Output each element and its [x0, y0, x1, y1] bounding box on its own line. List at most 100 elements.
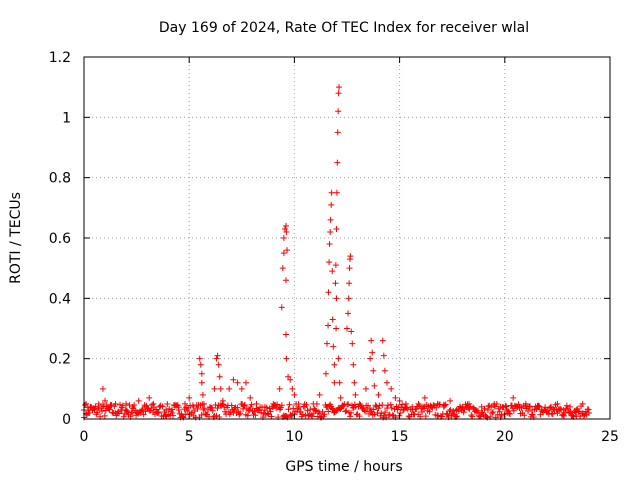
- data-point: [560, 406, 567, 413]
- data-point: [491, 400, 498, 407]
- baseline-point: [435, 412, 442, 419]
- baseline-point: [503, 403, 510, 410]
- data-point: [396, 397, 403, 404]
- baseline-point: [288, 412, 295, 419]
- data-point: [196, 355, 203, 362]
- baseline-point: [347, 409, 354, 416]
- data-point: [102, 397, 109, 404]
- data-point: [392, 394, 399, 401]
- data-point: [329, 316, 336, 323]
- baseline-point: [92, 403, 99, 410]
- baseline-point: [546, 404, 553, 411]
- data-point: [283, 228, 290, 235]
- baseline-point: [285, 406, 292, 413]
- data-point: [261, 403, 268, 410]
- baseline-point: [123, 407, 130, 414]
- data-point: [459, 403, 466, 410]
- data-point: [281, 225, 288, 232]
- baseline-point: [208, 404, 215, 411]
- data-point: [349, 340, 356, 347]
- baseline-band: [81, 400, 592, 421]
- data-point: [325, 322, 332, 329]
- data-point: [346, 265, 353, 272]
- data-point: [388, 385, 395, 392]
- data-point: [548, 403, 555, 410]
- data-point: [402, 400, 409, 407]
- data-point: [87, 403, 94, 410]
- grid-lines: [84, 57, 610, 419]
- baseline-point: [278, 402, 285, 409]
- data-point: [362, 385, 369, 392]
- data-point: [175, 406, 182, 413]
- x-tick-labels: 0 5 10 15 20 25: [80, 429, 619, 445]
- data-point: [301, 403, 308, 410]
- baseline-point: [316, 410, 323, 417]
- baseline-point: [548, 410, 555, 417]
- data-point: [291, 391, 298, 398]
- data-point: [331, 379, 338, 386]
- baseline-point: [214, 405, 221, 412]
- data-point: [270, 400, 277, 407]
- baseline-point: [312, 407, 319, 414]
- data-point: [238, 385, 245, 392]
- data-point: [219, 397, 226, 404]
- data-point: [186, 394, 193, 401]
- data-points: [81, 84, 592, 416]
- baseline-point: [438, 413, 445, 420]
- y-tick-label: 1.2: [49, 50, 71, 66]
- data-point: [243, 379, 250, 386]
- data-point: [198, 370, 205, 377]
- baseline-point: [490, 409, 497, 416]
- data-point: [351, 379, 358, 386]
- data-point: [345, 295, 352, 302]
- baseline-point: [376, 402, 383, 409]
- data-point: [280, 235, 287, 241]
- data-point: [91, 406, 98, 413]
- data-point: [375, 391, 382, 398]
- data-point: [346, 280, 353, 287]
- data-point: [337, 394, 344, 401]
- y-tick-label: 0: [62, 412, 71, 428]
- data-point: [200, 400, 207, 407]
- baseline-point: [450, 407, 457, 414]
- baseline-point: [159, 403, 166, 410]
- data-point: [535, 403, 542, 410]
- baseline-point: [101, 412, 108, 419]
- y-tick-label: 0.6: [49, 231, 71, 247]
- baseline-point: [140, 411, 147, 418]
- baseline-point: [137, 409, 144, 416]
- data-point: [328, 201, 335, 208]
- data-point: [334, 129, 341, 136]
- baseline-point: [455, 408, 462, 415]
- data-point: [217, 385, 224, 392]
- baseline-point: [366, 405, 373, 412]
- baseline-point: [329, 405, 336, 412]
- data-point: [421, 394, 428, 401]
- data-point: [335, 355, 342, 362]
- baseline-point: [397, 409, 404, 416]
- data-point: [333, 325, 340, 332]
- data-point: [345, 310, 352, 317]
- baseline-point: [345, 401, 352, 408]
- baseline-point: [213, 412, 220, 419]
- baseline-point: [310, 410, 317, 417]
- data-point: [356, 400, 363, 407]
- data-point: [106, 403, 113, 410]
- baseline-point: [384, 402, 391, 409]
- baseline-point: [525, 408, 532, 415]
- baseline-point: [267, 408, 274, 415]
- data-point: [585, 409, 592, 416]
- baseline-point: [347, 413, 354, 420]
- data-point: [285, 373, 292, 380]
- baseline-point: [382, 409, 389, 416]
- data-point: [567, 403, 574, 410]
- baseline-point: [387, 401, 394, 408]
- data-point: [347, 253, 354, 260]
- data-point: [335, 108, 342, 115]
- data-point: [331, 361, 338, 368]
- data-point: [135, 397, 142, 404]
- baseline-point: [467, 403, 474, 410]
- baseline-point: [554, 410, 561, 417]
- data-point: [283, 355, 290, 362]
- data-point: [276, 385, 283, 392]
